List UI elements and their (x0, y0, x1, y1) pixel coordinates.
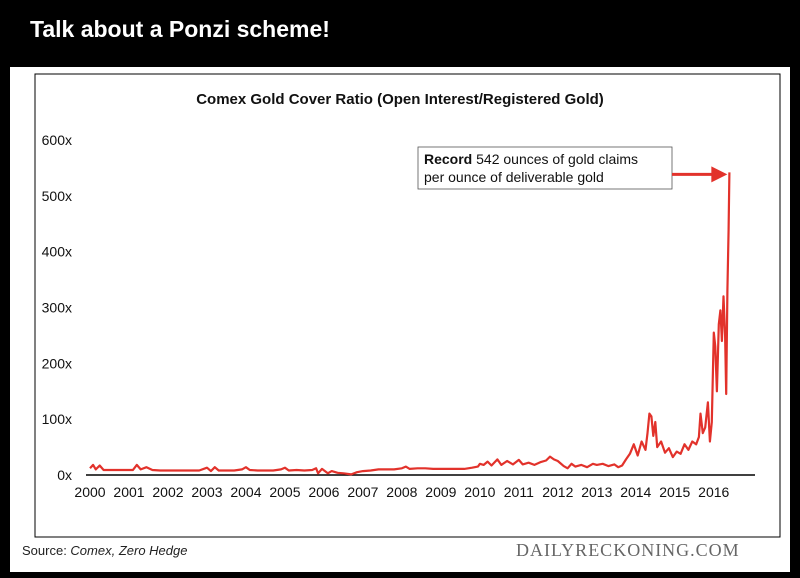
y-tick-label: 300x (42, 300, 72, 316)
source-note: Source: Comex, Zero Hedge (22, 543, 187, 558)
x-tick-label: 2006 (308, 484, 339, 500)
annotation-line-1: Record 542 ounces of gold claims (424, 151, 638, 167)
x-tick-labels: 2000 2001 2002 2003 2004 2005 2006 2007 2008 2009… (74, 484, 729, 500)
x-tick-label: 2007 (347, 484, 378, 500)
x-tick-label: 2009 (425, 484, 456, 500)
y-tick-label: 0x (57, 467, 72, 483)
series-group (89, 172, 731, 476)
y-tick-label: 100x (42, 411, 72, 427)
annotation-line-2: per ounce of deliverable gold (424, 169, 604, 185)
y-tick-label: 600x (42, 132, 72, 148)
x-tick-label: 2016 (698, 484, 729, 500)
chart-title: Comex Gold Cover Ratio (Open Interest/Re… (196, 91, 604, 108)
watermark: DAILYRECKONING.COM (516, 540, 740, 560)
annotation-text-1: 542 ounces of gold claims (472, 151, 638, 167)
y-tick-labels: 0x 100x 200x 300x 400x 500x 600x (42, 132, 72, 483)
record-annotation: Record 542 ounces of gold claims per oun… (417, 146, 728, 190)
x-tick-label: 2008 (386, 484, 417, 500)
x-tick-label: 2014 (620, 484, 651, 500)
x-tick-label: 2015 (659, 484, 690, 500)
chart-svg: Comex Gold Cover Ratio (Open Interest/Re… (10, 67, 790, 572)
y-tick-label: 500x (42, 188, 72, 204)
x-tick-label: 2011 (504, 484, 534, 500)
x-tick-label: 2004 (230, 484, 261, 500)
x-tick-label: 2013 (581, 484, 612, 500)
y-tick-label: 200x (42, 355, 72, 371)
x-tick-label: 2003 (191, 484, 222, 500)
annotation-bold: Record (424, 151, 472, 167)
gold-cover-ratio-line (89, 172, 731, 476)
x-tick-label: 2002 (152, 484, 183, 500)
x-tick-label: 2010 (464, 484, 495, 500)
annotation-arrow-head (711, 166, 728, 183)
x-tick-label: 2012 (542, 484, 573, 500)
x-tick-label: 2005 (269, 484, 300, 500)
source-prefix: Source: (22, 543, 71, 558)
chart-frame (34, 73, 781, 538)
x-tick-label: 2000 (74, 484, 105, 500)
y-tick-label: 400x (42, 244, 72, 260)
headline: Talk about a Ponzi scheme! (30, 16, 330, 42)
source-names: Comex, Zero Hedge (70, 543, 188, 558)
annotation-box (417, 146, 673, 190)
chart-panel: Comex Gold Cover Ratio (Open Interest/Re… (10, 67, 790, 572)
x-tick-label: 2001 (113, 484, 144, 500)
